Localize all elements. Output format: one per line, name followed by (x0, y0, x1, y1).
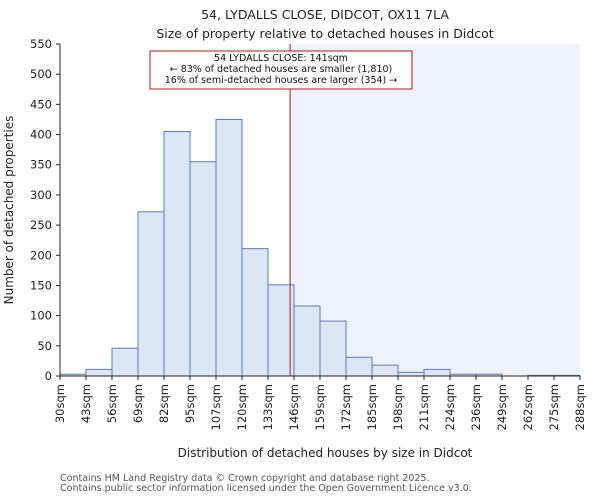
y-tick-label: 500 (30, 67, 52, 81)
x-tick-label: 198sqm (391, 384, 405, 430)
x-axis: 30sqm 43sqm 56sqm 69sqm 82sqm 95sqm 107sqm 120s… (53, 375, 587, 430)
y-tick-label: 400 (30, 128, 52, 142)
x-tick-label: 30sqm (53, 384, 67, 423)
x-tick-label: 262sqm (521, 384, 535, 430)
footer-licence: Contains public sector information licen… (60, 483, 472, 494)
x-tick-label: 107sqm (209, 384, 223, 430)
annotation-line-3: 16% of semi-detached houses are larger (… (165, 75, 398, 86)
y-tick-label: 100 (30, 309, 52, 323)
bar-172sqm (345, 356, 373, 377)
x-tick-label: 249sqm (495, 384, 509, 430)
x-tick-label: 43sqm (79, 384, 93, 423)
x-tick-label: 133sqm (261, 384, 275, 430)
bar-159sqm (319, 320, 347, 377)
x-axis-label: Distribution of detached houses by size … (178, 446, 473, 460)
y-axis: 0 50 100 150 200 250 300 350 400 450 500 550 (30, 37, 61, 383)
x-tick-label: 69sqm (131, 384, 145, 423)
annotation-border (149, 50, 413, 90)
y-tick-label: 200 (30, 248, 52, 262)
bar-146sqm (293, 305, 321, 377)
y-tick-label: 350 (30, 158, 52, 172)
bar-82sqm (163, 131, 191, 377)
bar-95sqm (189, 161, 217, 377)
x-tick-label: 236sqm (469, 384, 483, 430)
x-tick-label: 120sqm (235, 384, 249, 430)
bar-56sqm (111, 347, 139, 377)
y-tick-label: 150 (30, 278, 52, 292)
x-tick-label: 185sqm (365, 384, 379, 430)
y-tick-label: 250 (30, 218, 52, 232)
bar-69sqm (137, 211, 165, 377)
chart-subtitle: Size of property relative to detached ho… (156, 26, 493, 41)
bar-107sqm (215, 118, 243, 377)
annotation-line-2: ← 83% of detached houses are smaller (1,… (170, 64, 393, 75)
bar-198sqm (397, 371, 425, 377)
bar-43sqm (85, 368, 113, 377)
bar-120sqm (241, 248, 269, 377)
x-tick-label: 82sqm (157, 384, 171, 423)
y-axis-label: Number of detached properties (2, 116, 16, 305)
bar-185sqm (371, 364, 399, 377)
x-tick-label: 172sqm (339, 384, 353, 430)
x-tick-label: 95sqm (183, 384, 197, 423)
bars-group (59, 118, 581, 377)
y-tick-label: 50 (37, 339, 52, 353)
annotation-line-1: 54 LYDALLS CLOSE: 141sqm (214, 53, 348, 64)
chart-title: 54, LYDALLS CLOSE, DIDCOT, OX11 7LA (201, 7, 449, 22)
y-tick-label: 300 (30, 188, 52, 202)
x-tick-label: 288sqm (573, 384, 587, 430)
y-tick-label: 550 (30, 37, 52, 51)
bar-211sqm (423, 368, 451, 377)
x-tick-label: 56sqm (105, 384, 119, 423)
x-tick-label: 159sqm (313, 384, 327, 430)
x-tick-label: 224sqm (443, 384, 457, 430)
y-tick-label: 450 (30, 97, 52, 111)
x-tick-label: 146sqm (287, 384, 301, 430)
footer-copyright: Contains HM Land Registry data © Crown c… (60, 473, 430, 484)
x-tick-label: 211sqm (417, 384, 431, 430)
y-tick-label: 0 (45, 369, 52, 383)
annotation-box: 54 LYDALLS CLOSE: 141sqm ← 83% of detach… (149, 50, 413, 90)
x-tick-label: 275sqm (547, 384, 561, 430)
